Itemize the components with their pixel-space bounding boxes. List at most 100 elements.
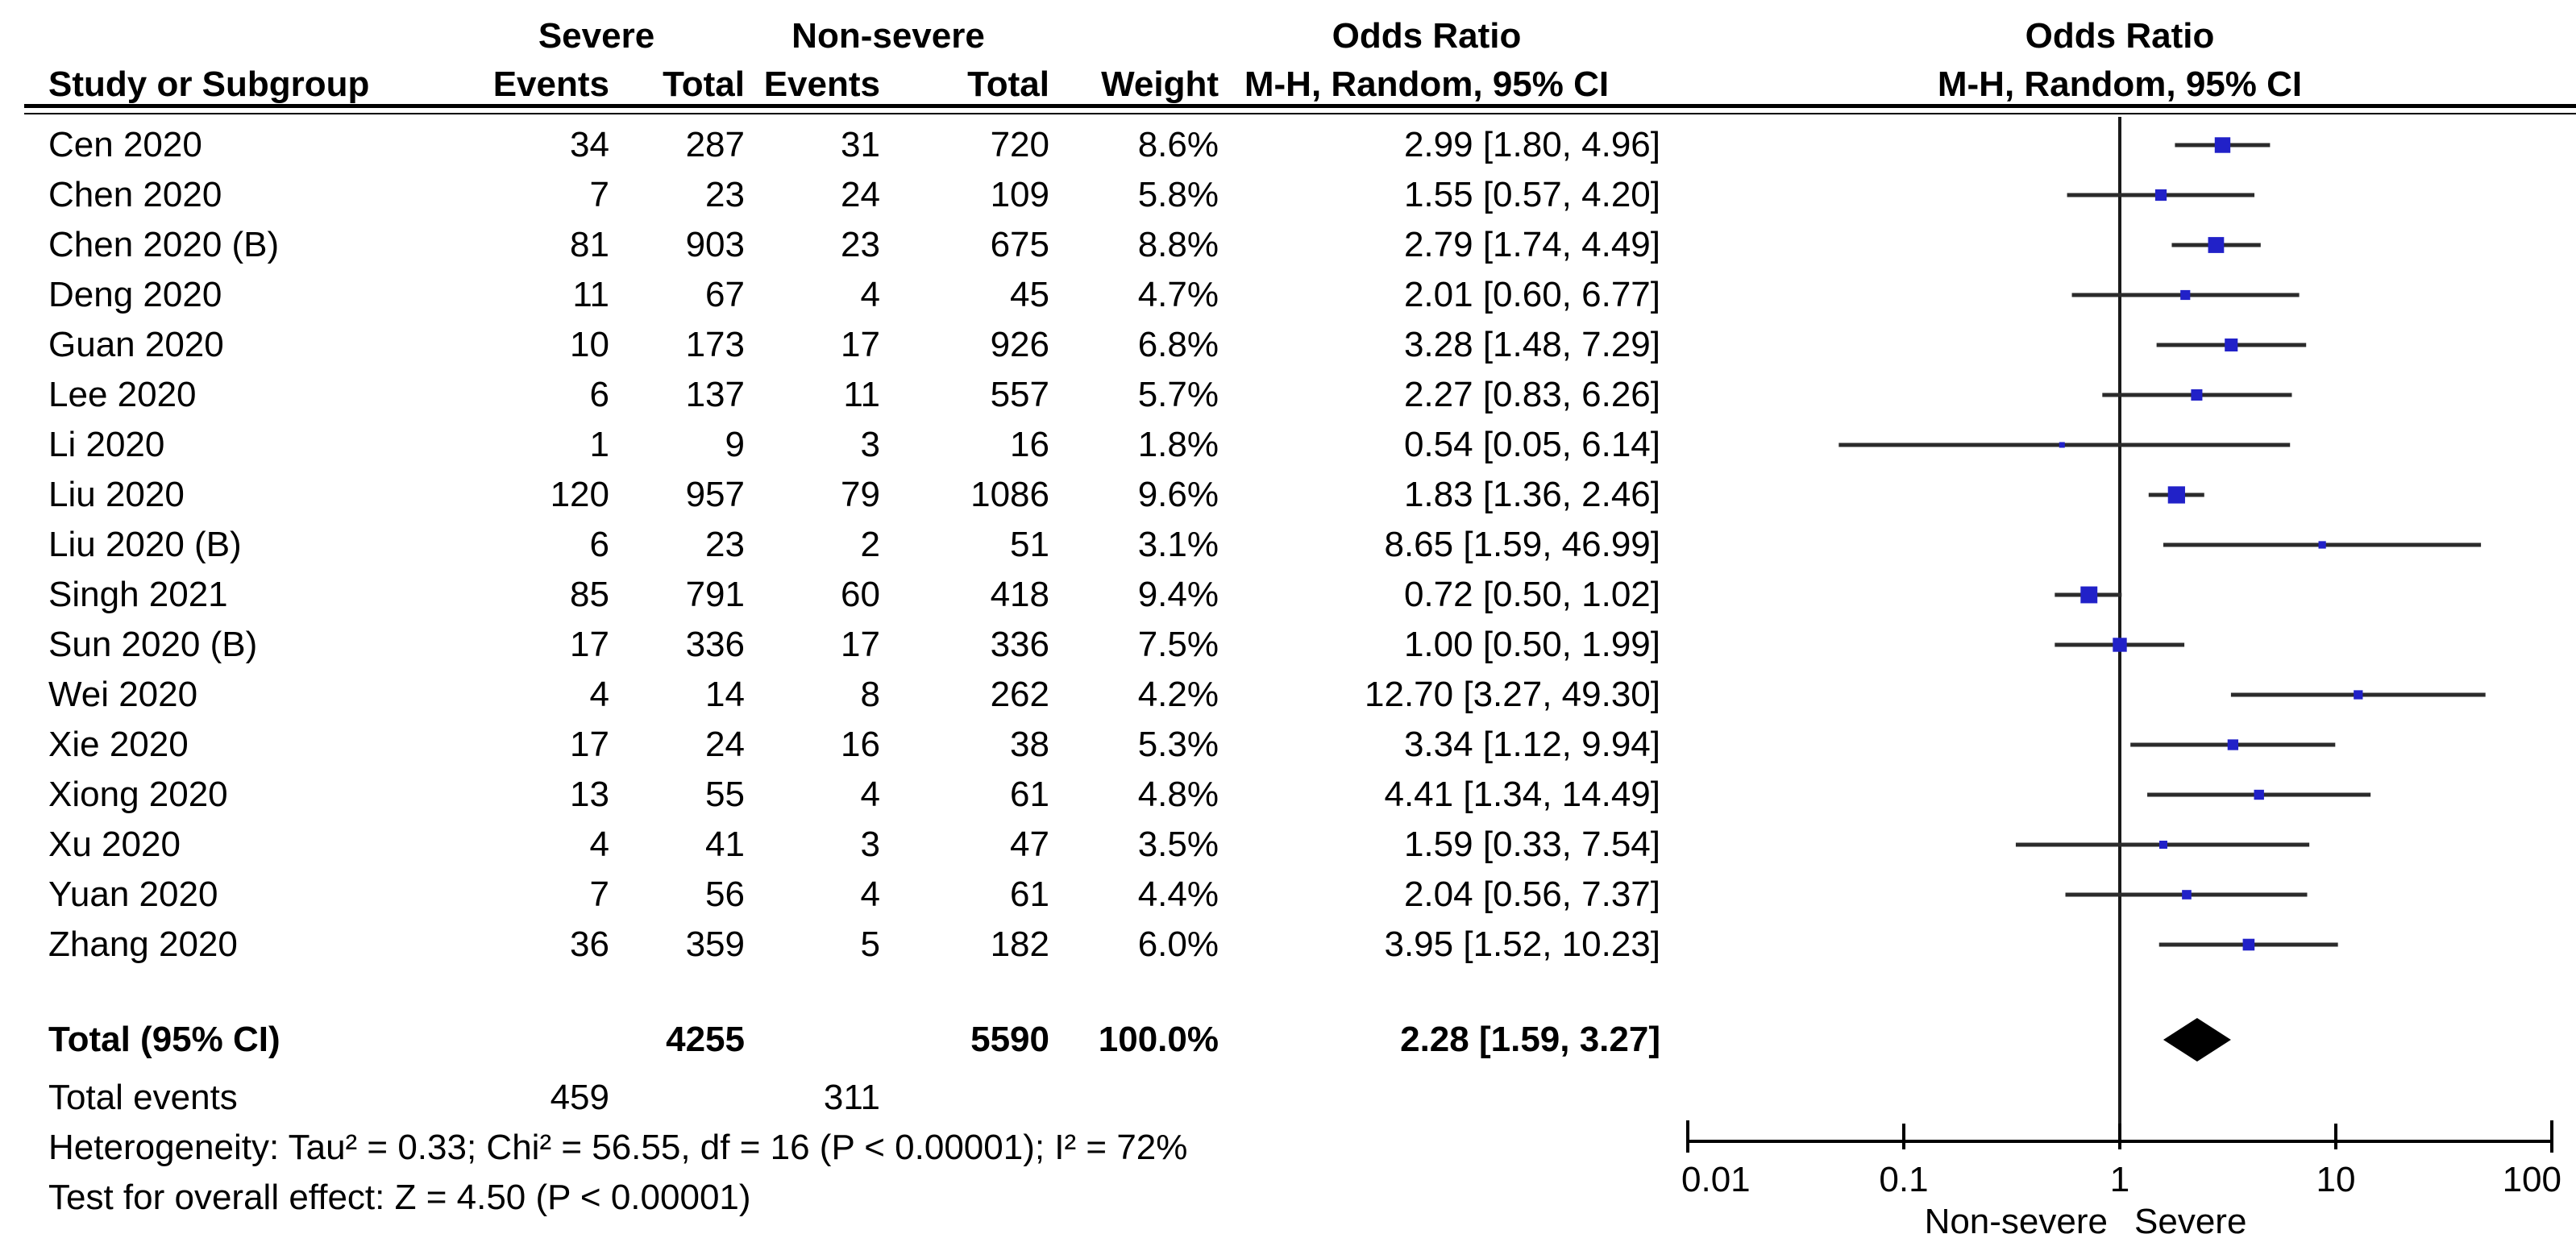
- severe-events-cell: 85: [570, 575, 609, 614]
- nonsevere-events-cell: 31: [841, 125, 880, 164]
- nonsevere-events-cell: 60: [841, 575, 880, 614]
- or-marker: [2191, 389, 2203, 401]
- table-row: Guan 2020 10 173 17 926 6.8% 3.28 [1.48, 7.29]: [0, 320, 2576, 370]
- weight-label-cell: 6.0%: [1137, 925, 1219, 964]
- column-header-severe-total: Total: [663, 64, 745, 104]
- study-name: Chen 2020: [48, 175, 222, 214]
- or-label-cell: 3.34 [1.12, 9.94]: [1403, 725, 1660, 764]
- severe-total-cell: 9: [725, 425, 745, 464]
- total-severe-total: 4255: [666, 1020, 745, 1059]
- nonsevere-total-cell: 51: [1010, 525, 1049, 564]
- severe-total-cell: 359: [685, 925, 745, 964]
- overall-effect-text: Test for overall effect: Z = 4.50 (P < 0…: [48, 1178, 751, 1217]
- weight-label-cell: 1.8%: [1137, 425, 1219, 464]
- or-marker: [2254, 789, 2264, 800]
- severe-total-cell: 336: [685, 625, 745, 664]
- or-marker: [2242, 938, 2255, 951]
- nonsevere-events-cell: 79: [841, 475, 880, 514]
- or-label-cell: 2.79 [1.74, 4.49]: [1403, 225, 1660, 264]
- or-label-cell: 2.04 [0.56, 7.37]: [1403, 875, 1660, 914]
- study-name: Xu 2020: [48, 825, 181, 864]
- severe-total-cell: 41: [705, 825, 745, 864]
- weight-label-cell: 3.1%: [1137, 525, 1219, 564]
- or-marker: [2113, 638, 2127, 652]
- nonsevere-total-cell: 418: [990, 575, 1049, 614]
- or-label-cell: 1.55 [0.57, 4.20]: [1403, 175, 1660, 214]
- axis-label-right: Severe: [2134, 1202, 2246, 1241]
- table-row: Chen 2020 7 23 24 109 5.8% 1.55 [0.57, 4.20]: [0, 170, 2576, 220]
- table-row: Deng 2020 11 67 4 45 4.7% 2.01 [0.60, 6.77]: [0, 270, 2576, 320]
- severe-events-cell: 17: [570, 725, 609, 764]
- study-name: Chen 2020 (B): [48, 225, 280, 264]
- nonsevere-total-cell: 336: [990, 625, 1049, 664]
- axis-tick-label: 1: [2110, 1160, 2129, 1199]
- severe-events-cell: 4: [589, 825, 609, 864]
- severe-total-cell: 287: [685, 125, 745, 164]
- weight-label-cell: 4.8%: [1137, 775, 1219, 814]
- severe-events-cell: 7: [589, 175, 609, 214]
- study-name: Cen 2020: [48, 125, 202, 164]
- severe-total-cell: 173: [685, 325, 745, 364]
- nonsevere-events-cell: 16: [841, 725, 880, 764]
- or-marker: [2182, 890, 2192, 900]
- nonsevere-total-cell: 262: [990, 675, 1049, 714]
- or-label-cell: 2.27 [0.83, 6.26]: [1403, 375, 1660, 414]
- total-events-label: Total events: [48, 1078, 238, 1117]
- nonsevere-total-cell: 675: [990, 225, 1049, 264]
- study-name: Sun 2020 (B): [48, 625, 258, 664]
- or-marker: [2080, 586, 2098, 604]
- or-label-cell: 1.59 [0.33, 7.54]: [1403, 825, 1660, 864]
- overall-effect-row: Test for overall effect: Z = 4.50 (P < 0…: [0, 1173, 2576, 1223]
- table-row: Wei 2020 4 14 8 262 4.2% 12.70 [3.27, 49.30]: [0, 670, 2576, 720]
- nonsevere-total-cell: 61: [1010, 875, 1049, 914]
- or-label-cell: 12.70 [3.27, 49.30]: [1365, 675, 1660, 714]
- axis-tick-label: 0.1: [1879, 1160, 1928, 1199]
- total-diamond: [2163, 1018, 2231, 1062]
- nonsevere-events-cell: 17: [841, 625, 880, 664]
- study-name: Liu 2020 (B): [48, 525, 242, 564]
- total-events-nonsevere: 311: [823, 1078, 880, 1117]
- nonsevere-events-cell: 4: [860, 275, 880, 314]
- weight-label-cell: 5.8%: [1137, 175, 1219, 214]
- weight-label-cell: 4.4%: [1137, 875, 1219, 914]
- study-name: Liu 2020: [48, 475, 185, 514]
- table-row: Liu 2020 120 957 79 1086 9.6% 1.83 [1.36, 2.46…: [0, 470, 2576, 520]
- study-name: Singh 2021: [48, 575, 228, 614]
- or-label-cell: 1.83 [1.36, 2.46]: [1403, 475, 1660, 514]
- nonsevere-events-cell: 5: [860, 925, 880, 964]
- severe-total-cell: 67: [705, 275, 745, 314]
- or-marker: [2154, 189, 2167, 202]
- table-row: Lee 2020 6 137 11 557 5.7% 2.27 [0.83, 6.26]: [0, 370, 2576, 420]
- axis-label-left: Non-severe: [1925, 1202, 2108, 1241]
- axis-tick-label: 0.01: [1681, 1160, 1751, 1199]
- nonsevere-total-cell: 109: [990, 175, 1049, 214]
- or-column-title: Odds Ratio: [1332, 16, 1522, 56]
- nonsevere-total-cell: 47: [1010, 825, 1049, 864]
- weight-label-cell: 5.3%: [1137, 725, 1219, 764]
- nonsevere-total-cell: 720: [990, 125, 1049, 164]
- or-marker: [2354, 690, 2363, 700]
- nonsevere-events-cell: 2: [860, 525, 880, 564]
- table-row: Liu 2020 (B) 6 23 2 51 3.1% 8.65 [1.59, 46.99]: [0, 520, 2576, 570]
- severe-events-cell: 11: [572, 275, 609, 314]
- nonsevere-total-cell: 557: [990, 375, 1049, 414]
- severe-total-cell: 791: [685, 575, 745, 614]
- or-marker: [2208, 237, 2225, 253]
- or-marker: [2214, 137, 2231, 153]
- nonsevere-events-cell: 23: [841, 225, 880, 264]
- plot-subtitle: M-H, Random, 95% CI: [1937, 64, 2303, 104]
- table-row: Xie 2020 17 24 16 38 5.3% 3.34 [1.12, 9.94]: [0, 720, 2576, 770]
- header-rule-thin: [24, 113, 2576, 114]
- or-label-cell: 0.72 [0.50, 1.02]: [1403, 575, 1660, 614]
- severe-total-cell: 56: [705, 875, 745, 914]
- table-row: Zhang 2020 36 359 5 182 6.0% 3.95 [1.52, 10.23…: [0, 920, 2576, 970]
- severe-events-cell: 17: [570, 625, 609, 664]
- total-events-row: Total events 459 311: [0, 1073, 2576, 1123]
- severe-total-cell: 14: [705, 675, 745, 714]
- table-row: Chen 2020 (B) 81 903 23 675 8.8% 2.79 [1.74, 4…: [0, 220, 2576, 270]
- axis-tick-label: 10: [2316, 1160, 2356, 1199]
- or-label-cell: 2.99 [1.80, 4.96]: [1403, 125, 1660, 164]
- table-row: Sun 2020 (B) 17 336 17 336 7.5% 1.00 [0.50, 1.…: [0, 620, 2576, 670]
